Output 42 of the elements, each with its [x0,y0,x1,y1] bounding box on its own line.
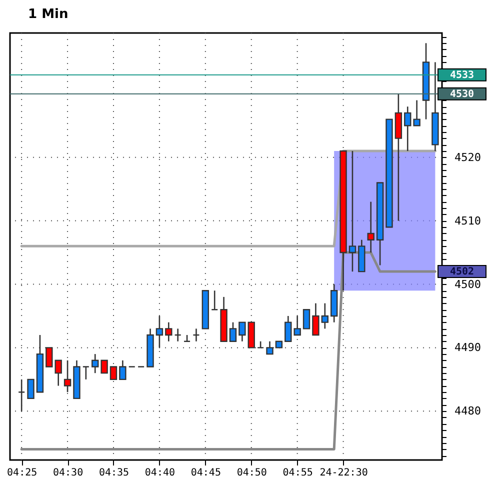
candlestick [294,315,301,336]
candlestick [404,106,412,152]
y-tick-label: 4480 [454,404,481,418]
candlestick [302,309,310,330]
candlestick [367,201,374,254]
candlestick [18,378,26,412]
y-tick-label: 4510 [454,214,481,228]
candlestick [100,360,108,374]
candlestick [348,150,356,272]
chart-title: 1 Min [28,6,68,22]
y-tick-label: 4500 [454,278,481,291]
candlestick [284,315,292,342]
candlestick [119,360,126,380]
candlestick [110,366,118,380]
x-tick-label: 04:50 [236,468,267,478]
candlestick [156,315,164,348]
candlestick [413,100,420,126]
x-tick-label: 04:45 [190,468,221,478]
x-tick-label: 24-22:30 [320,468,368,478]
x-tick-label: 04:30 [52,468,84,478]
candlestick [229,322,237,342]
ref-line-label: 4530 [450,88,474,100]
candlestick [64,360,72,393]
ref-line-label: 4533 [450,70,474,81]
candlestick [211,290,218,310]
x-tick-label: 04:55 [282,468,313,478]
candlestick [238,322,246,342]
y-tick-label: 4490 [454,341,481,354]
candlestick [27,378,34,400]
candlestick [82,366,90,380]
y-tick-label: 4520 [454,150,481,164]
x-tick-label: 04:40 [144,468,176,478]
x-tick-label: 04:35 [98,468,130,478]
data-label: 4502 [450,266,474,278]
candlestick [174,328,182,342]
candlestick [165,322,172,342]
candlestick [266,340,274,355]
candlestick [312,302,320,336]
candlestick [92,353,99,374]
candlestick [192,328,200,342]
x-tick-label: 04:25 [7,468,38,478]
candlestick [321,302,328,330]
